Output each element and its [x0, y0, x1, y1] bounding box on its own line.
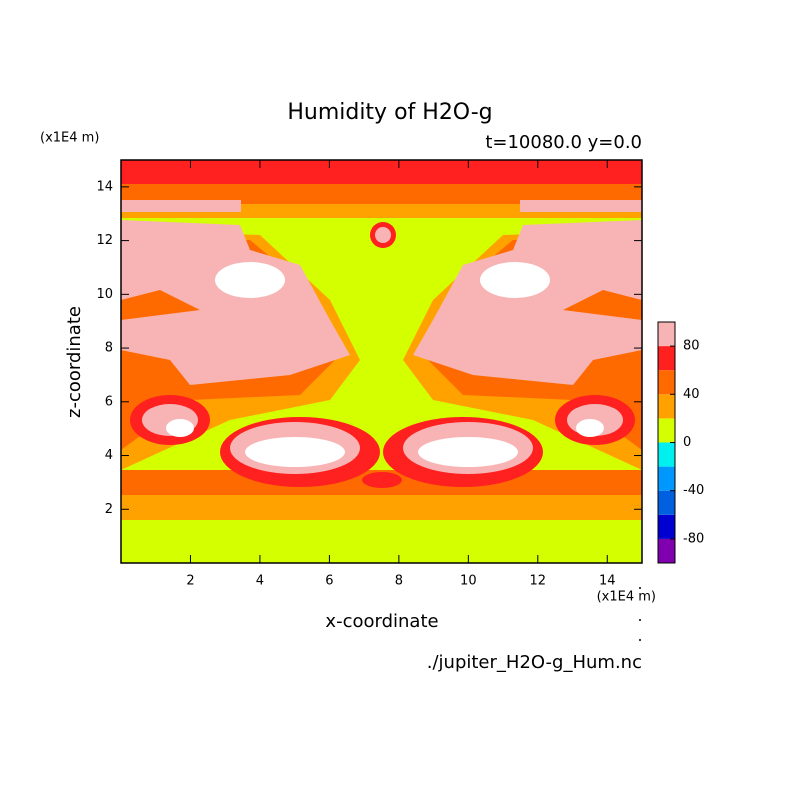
subtitle: t=10080.0 y=0.0: [485, 132, 642, 153]
contour-region: [520, 200, 642, 212]
colorbar-tick-label: -80: [683, 531, 704, 546]
x-tick-label: 14: [599, 574, 616, 589]
colorbar-band: [658, 514, 675, 539]
colorbar-tick-label: 40: [683, 387, 700, 402]
x-tick-label: 2: [186, 574, 194, 589]
contour-region: [121, 220, 350, 385]
dot: [639, 639, 641, 641]
colorbar-band: [658, 346, 675, 371]
colorbar-tick-label: 0: [683, 435, 691, 450]
colorbar-band: [658, 394, 675, 419]
y-axis-label: z-coordinate: [64, 306, 85, 418]
contour-region: [480, 262, 550, 298]
contour-region: [576, 419, 604, 437]
contour-region: [375, 227, 391, 243]
y-tick-label: 12: [96, 233, 113, 248]
y-tick-label: 10: [96, 287, 113, 302]
colorbar-band: [658, 322, 675, 347]
x-tick-label: 4: [256, 574, 264, 589]
contour-region: [121, 200, 241, 212]
contour-region: [166, 419, 194, 437]
contour-region: [418, 437, 518, 467]
x-tick-label: 8: [395, 574, 403, 589]
contour-region: [215, 262, 285, 298]
contour-field: [121, 160, 642, 563]
plot-frame: [120, 159, 643, 564]
contour-region: [121, 160, 642, 184]
contour-region: [413, 220, 642, 385]
x-axis-label: x-coordinate: [325, 611, 438, 632]
source-file: ./jupiter_H2O-g_Hum.nc: [427, 652, 642, 673]
dot: [639, 619, 641, 621]
x-tick-label: 12: [530, 574, 547, 589]
colorbar-tick-label: 80: [683, 339, 700, 354]
chart-title: Humidity of H2O-g: [287, 100, 492, 125]
y-tick-label: 2: [105, 502, 113, 517]
colorbar-band: [658, 370, 675, 395]
x-unit: (x1E4 m): [597, 590, 656, 605]
x-tick-label: 6: [325, 574, 333, 589]
x-tick-label: 10: [460, 574, 477, 589]
colorbar-band: [658, 490, 675, 515]
contour-region: [245, 437, 345, 467]
y-tick-label: 4: [105, 448, 113, 463]
colorbar-tick-label: -40: [683, 483, 704, 498]
y-unit: (x1E4 m): [40, 131, 99, 146]
y-tick-label: 14: [96, 179, 113, 194]
y-tick-label: 6: [105, 394, 113, 409]
colorbar-band: [658, 538, 675, 563]
y-tick-label: 8: [105, 341, 113, 356]
colorbar-band: [658, 418, 675, 443]
colorbar-band: [658, 466, 675, 491]
dot: [639, 587, 641, 589]
contour-region: [362, 472, 402, 488]
colorbar-band: [658, 442, 675, 467]
